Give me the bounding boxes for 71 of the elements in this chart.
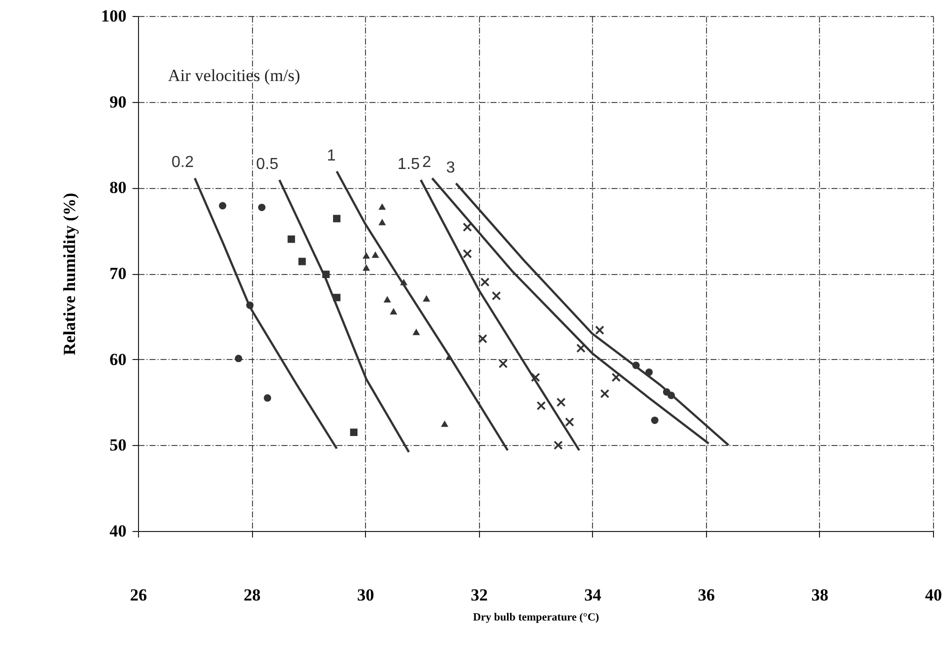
y-tick-label: 70	[110, 264, 126, 283]
point	[462, 249, 472, 258]
point	[478, 334, 488, 344]
point	[412, 328, 420, 336]
y-tick-label: 60	[110, 350, 126, 369]
point	[612, 372, 621, 382]
point	[480, 277, 490, 287]
point	[440, 420, 448, 427]
x-tick-label: 38	[811, 586, 828, 604]
point	[462, 222, 472, 232]
point	[530, 372, 540, 382]
point	[498, 359, 508, 368]
point	[600, 389, 610, 398]
y-tick-label: 40	[110, 522, 126, 540]
series-label: 3	[446, 159, 456, 176]
series-label: 1.5	[398, 156, 420, 173]
y-axis-title: Relative humidity (%)	[60, 192, 79, 356]
line-series	[420, 178, 580, 452]
point	[218, 202, 226, 210]
point	[333, 214, 340, 222]
y-tick-label: 50	[110, 436, 126, 455]
x-tick-label: 34	[584, 586, 602, 604]
point	[536, 401, 546, 410]
point	[422, 295, 430, 302]
point	[362, 264, 370, 271]
series-label: 1	[326, 147, 336, 164]
point	[400, 278, 408, 286]
point	[645, 368, 653, 376]
point	[595, 326, 604, 335]
point	[556, 398, 566, 407]
point	[246, 302, 254, 309]
legend-title: Air velocities (m/s)	[168, 66, 300, 85]
x-tick-label: 32	[470, 586, 488, 604]
line-series	[454, 182, 730, 446]
point	[632, 362, 640, 370]
point	[668, 392, 675, 400]
y-tick-label: 100	[101, 6, 126, 26]
point	[350, 428, 358, 436]
point	[258, 204, 266, 212]
point	[333, 294, 340, 302]
point	[234, 354, 242, 362]
point	[651, 416, 658, 424]
x-tick-label: 28	[244, 586, 261, 604]
x-tick-label: 26	[130, 586, 147, 604]
point	[492, 291, 501, 300]
x-axis-title: Dry bulb temperature (°C)	[472, 612, 600, 624]
point	[564, 417, 574, 427]
point	[372, 251, 380, 258]
series-label: 2	[422, 154, 432, 172]
y-tick-label: 90	[110, 92, 126, 112]
x-tick-label: 36	[698, 586, 715, 604]
line-series	[194, 177, 338, 450]
x-tick-label: 30	[357, 586, 374, 604]
point	[445, 354, 453, 360]
point	[554, 440, 563, 450]
y-tick-label: 80	[110, 178, 126, 198]
point	[384, 296, 391, 302]
series-label: 0.5	[256, 156, 278, 173]
point	[390, 308, 398, 314]
point	[322, 270, 330, 278]
line-series	[278, 178, 410, 454]
series-label: 0.2	[172, 154, 194, 172]
point	[298, 258, 306, 266]
point	[576, 344, 586, 353]
point	[378, 203, 386, 210]
line-series	[431, 177, 710, 445]
point	[288, 235, 296, 243]
point	[362, 252, 370, 259]
point	[264, 394, 272, 402]
point	[378, 218, 386, 226]
x-tick-label: 40	[925, 586, 942, 604]
